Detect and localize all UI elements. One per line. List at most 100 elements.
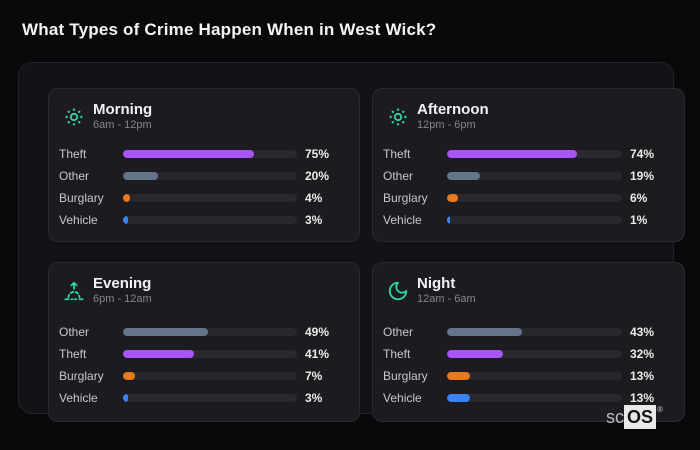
bar-row: Theft 75% [59, 143, 349, 165]
value-label: 3% [305, 213, 323, 227]
bar-fill [123, 372, 136, 380]
bar-row: Burglary 6% [383, 187, 674, 209]
value-label: 6% [630, 191, 648, 205]
bar-fill [123, 394, 129, 402]
value-label: 74% [630, 147, 655, 161]
bar-fill [123, 350, 195, 358]
bar-row: Burglary 4% [59, 187, 349, 209]
bar-row: Vehicle 3% [59, 209, 349, 231]
category-label: Other [59, 325, 90, 339]
bar-fill [447, 328, 523, 336]
panel-title: Night [417, 275, 456, 292]
bar-row: Other 19% [383, 165, 674, 187]
bar-track [123, 372, 297, 380]
watermark-prefix: sc [606, 407, 624, 427]
category-label: Burglary [383, 369, 428, 383]
category-label: Burglary [383, 191, 428, 205]
panel-title: Evening [93, 275, 152, 292]
bar-fill [447, 372, 470, 380]
panel-subtitle: 12am - 6am [417, 293, 476, 305]
value-label: 13% [630, 391, 655, 405]
dotted-sun-icon [63, 106, 85, 128]
category-label: Burglary [59, 369, 104, 383]
category-label: Vehicle [59, 391, 98, 405]
bar-rows: Other 43% Theft 32% Burglary 13% Vehicle 13% [383, 321, 674, 409]
panel-title: Morning [93, 101, 153, 118]
dotted-sun-icon [387, 106, 409, 128]
bar-track [123, 328, 297, 336]
panel-header: Morning 6am - 12pm [59, 99, 349, 132]
bar-track [447, 350, 622, 358]
bar-track [447, 172, 622, 180]
bar-fill [447, 394, 470, 402]
bar-fill [123, 172, 158, 180]
category-label: Other [59, 169, 90, 183]
value-label: 13% [630, 369, 655, 383]
bar-track [447, 328, 622, 336]
category-label: Vehicle [383, 213, 422, 227]
bar-fill [123, 194, 130, 202]
bar-track [123, 350, 297, 358]
value-label: 32% [630, 347, 655, 361]
bar-track [123, 394, 297, 402]
bar-fill [447, 150, 577, 158]
panel-title: Afternoon [417, 101, 489, 118]
panel-header: Afternoon 12pm - 6pm [383, 99, 674, 132]
bar-rows: Theft 74% Other 19% Burglary 6% Vehicle 1% [383, 143, 674, 231]
bar-track [123, 194, 297, 202]
bar-track [123, 150, 297, 158]
value-label: 43% [630, 325, 655, 339]
bar-track [447, 394, 622, 402]
morning-panel: Morning 6am - 12pm Theft 75% Other 20% Burgl… [48, 88, 360, 242]
bar-row: Vehicle 13% [383, 387, 674, 409]
category-label: Burglary [59, 191, 104, 205]
watermark-logo: sc OS ® [606, 405, 663, 429]
bar-track [447, 372, 622, 380]
value-label: 19% [630, 169, 655, 183]
bar-track [447, 216, 622, 224]
bar-row: Theft 32% [383, 343, 674, 365]
bar-rows: Theft 75% Other 20% Burglary 4% Vehicle 3% [59, 143, 349, 231]
category-label: Other [383, 325, 414, 339]
bar-track [447, 150, 622, 158]
bar-track [123, 216, 297, 224]
bar-row: Burglary 13% [383, 365, 674, 387]
category-label: Other [383, 169, 414, 183]
bar-fill [123, 216, 129, 224]
panel-subtitle: 6am - 12pm [93, 119, 152, 131]
night-panel: Night 12am - 6am Other 43% Theft 32% Burglar… [372, 262, 685, 422]
value-label: 4% [305, 191, 323, 205]
category-label: Theft [59, 147, 87, 161]
bar-row: Vehicle 1% [383, 209, 674, 231]
bar-fill [447, 350, 503, 358]
bar-fill [123, 150, 254, 158]
category-label: Theft [383, 347, 411, 361]
bar-track [123, 172, 297, 180]
bar-row: Theft 41% [59, 343, 349, 365]
value-label: 20% [305, 169, 330, 183]
bar-track [447, 194, 622, 202]
category-label: Theft [59, 347, 87, 361]
value-label: 41% [305, 347, 330, 361]
evening-panel: Evening 6pm - 12am Other 49% Theft 41% Burgl… [48, 262, 360, 422]
value-label: 49% [305, 325, 330, 339]
bar-fill [447, 194, 458, 202]
bar-fill [123, 328, 209, 336]
panel-subtitle: 12pm - 6pm [417, 119, 476, 131]
value-label: 1% [630, 213, 648, 227]
panel-subtitle: 6pm - 12am [93, 293, 152, 305]
afternoon-panel: Afternoon 12pm - 6pm Theft 74% Other 19% Bur… [372, 88, 685, 242]
value-label: 75% [305, 147, 330, 161]
registered-trademark-icon: ® [657, 405, 663, 414]
bar-row: Vehicle 3% [59, 387, 349, 409]
bar-row: Burglary 7% [59, 365, 349, 387]
bar-rows: Other 49% Theft 41% Burglary 7% Vehicle 3% [59, 321, 349, 409]
value-label: 7% [305, 369, 323, 383]
moon-icon [387, 280, 409, 302]
category-label: Theft [383, 147, 411, 161]
bar-row: Other 49% [59, 321, 349, 343]
panel-header: Night 12am - 6am [383, 273, 674, 306]
category-label: Vehicle [59, 213, 98, 227]
bar-row: Other 43% [383, 321, 674, 343]
category-label: Vehicle [383, 391, 422, 405]
